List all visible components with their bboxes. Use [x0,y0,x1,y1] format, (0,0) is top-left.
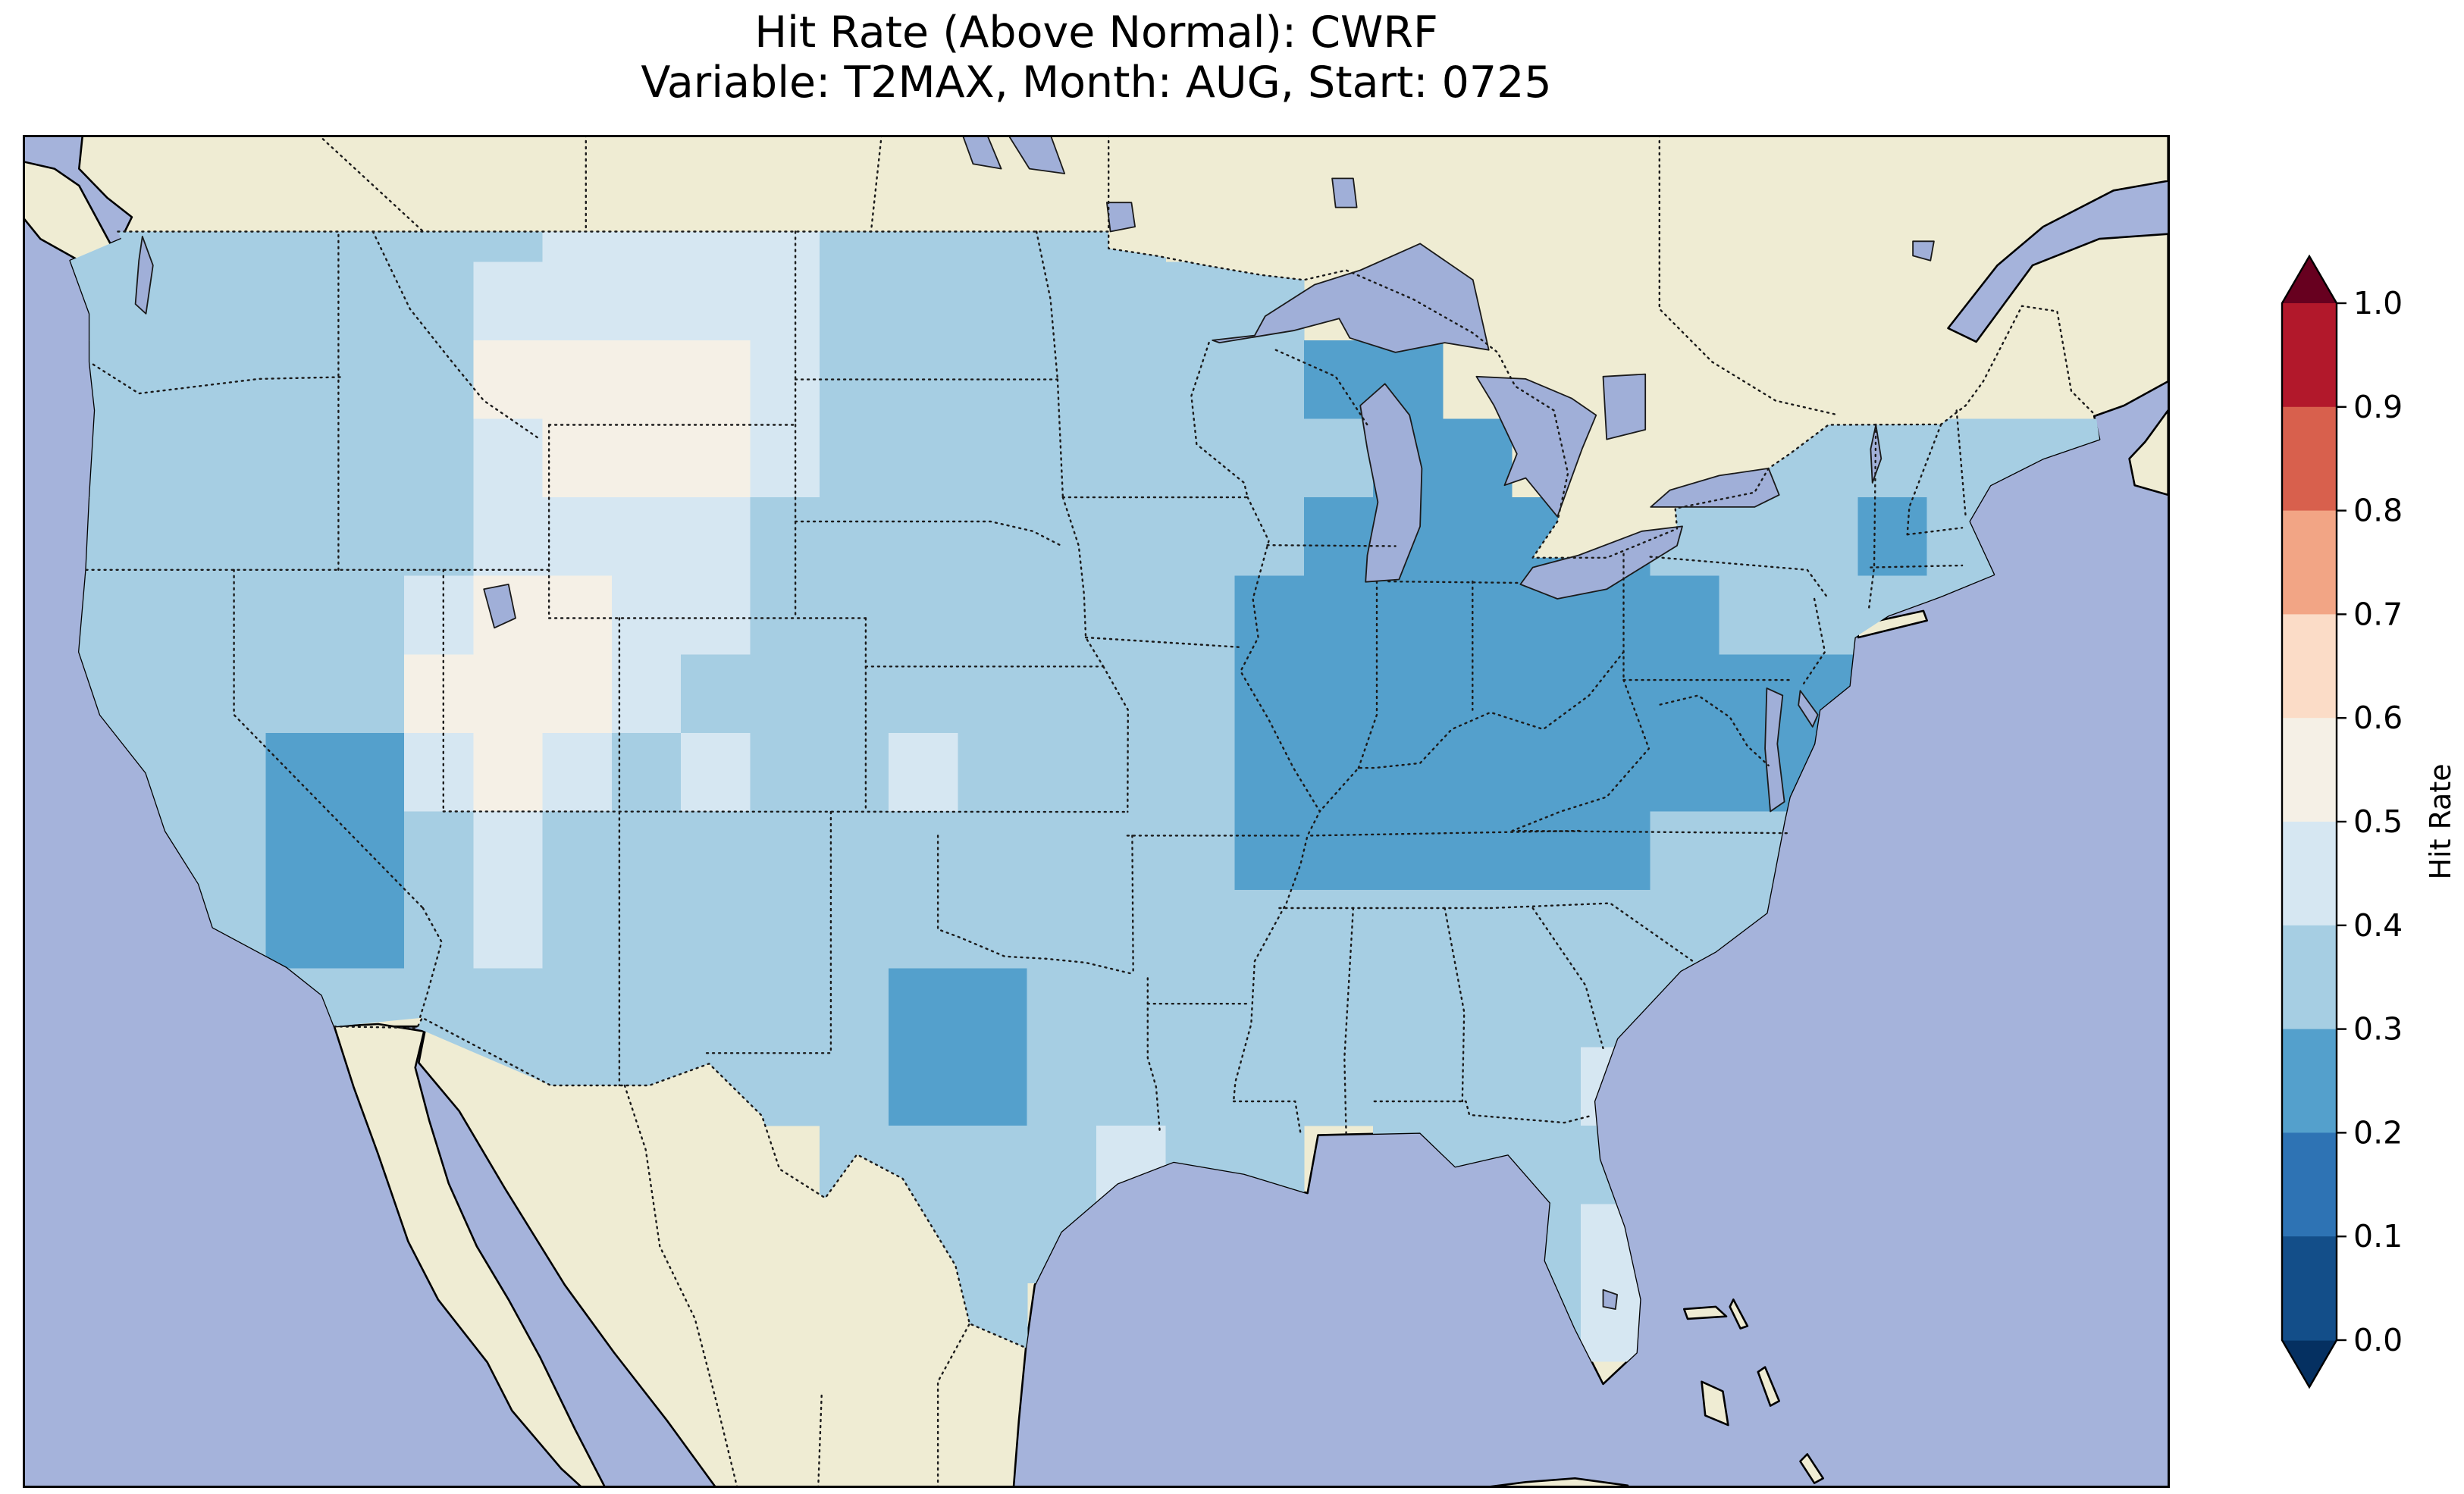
svg-text:0.8: 0.8 [2353,493,2403,529]
svg-text:0.7: 0.7 [2353,596,2403,632]
map-panel [21,133,2170,1489]
borders-layer [85,133,2097,1489]
svg-text:1.0: 1.0 [2353,285,2403,321]
svg-text:0.2: 0.2 [2353,1114,2403,1151]
colorbar: 1.0 0.9 0.8 0.7 0.6 0.5 0.4 0.3 0.2 0.1 0.0 Hit Ra… [2281,254,2457,1389]
conus-hit-rate-map [21,133,2170,1489]
chart-title: Hit Rate (Above Normal): CWRF Variable: … [23,8,2170,108]
chart-title-line1: Hit Rate (Above Normal): CWRF [754,8,1438,58]
chart-title-line2: Variable: T2MAX, Month: AUG, Start: 0725 [641,58,1552,108]
svg-text:0.1: 0.1 [2353,1218,2403,1254]
svg-text:0.0: 0.0 [2353,1322,2403,1358]
svg-text:0.3: 0.3 [2353,1011,2403,1048]
svg-text:0.6: 0.6 [2353,700,2403,736]
map-frame [23,135,2170,1488]
svg-text:0.5: 0.5 [2353,803,2403,840]
svg-text:0.4: 0.4 [2353,907,2403,944]
colorbar-label: Hit Rate [2424,763,2457,879]
svg-text:0.9: 0.9 [2353,389,2403,425]
